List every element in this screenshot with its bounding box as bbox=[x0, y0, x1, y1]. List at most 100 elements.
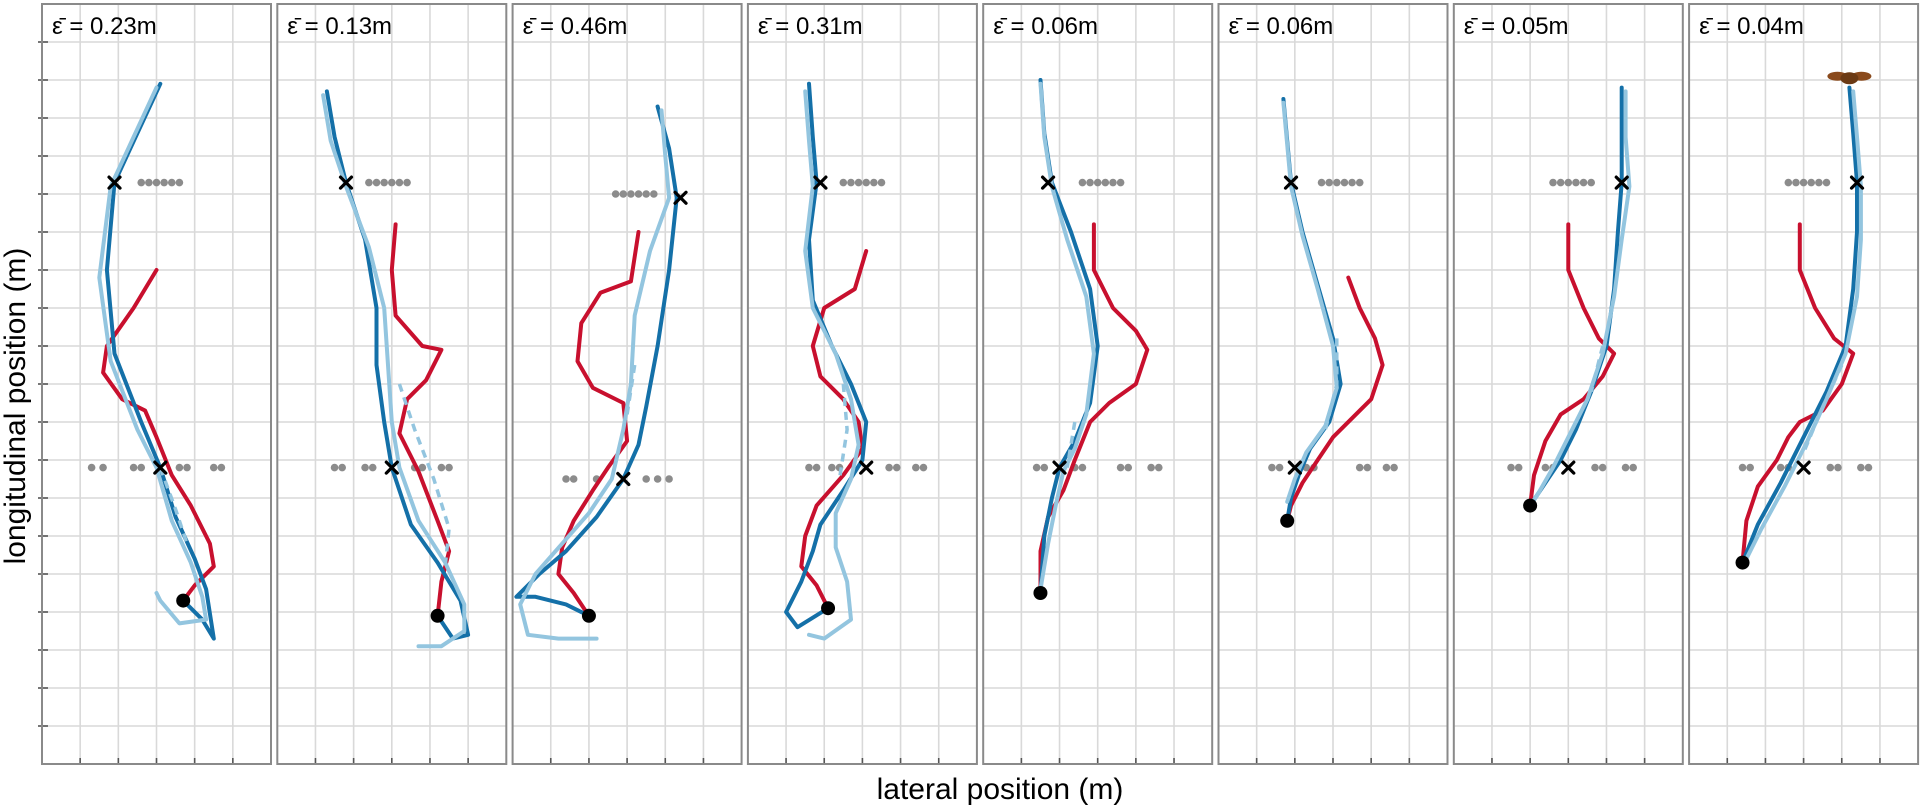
light-blue-dashed-trajectory bbox=[397, 383, 451, 567]
panel-7: ε̄ = 0.05m bbox=[1452, 3, 1684, 765]
cone-marker bbox=[1116, 178, 1125, 187]
red-trajectory bbox=[799, 249, 869, 611]
cone-marker bbox=[1348, 178, 1356, 187]
cone-marker bbox=[1382, 463, 1391, 472]
cone-marker bbox=[145, 178, 153, 187]
cone-marker bbox=[1776, 463, 1785, 472]
cone-marker bbox=[1834, 463, 1842, 472]
panel-8: ε̄ = 0.04m bbox=[1688, 3, 1920, 765]
cone-marker bbox=[828, 463, 836, 472]
red-trajectory bbox=[1528, 222, 1617, 508]
cone-marker bbox=[403, 178, 411, 187]
dark-blue-trajectory bbox=[784, 81, 869, 630]
light-blue-dashed-trajectory bbox=[1065, 421, 1077, 468]
cone-marker bbox=[847, 178, 855, 187]
cone-marker bbox=[653, 475, 662, 483]
light-blue-dashed-trajectory bbox=[158, 466, 189, 545]
panel-error-label: ε̄ = 0.05m bbox=[1464, 13, 1569, 40]
cone-marker bbox=[183, 463, 191, 472]
panel-error-label: ε̄ = 0.31m bbox=[758, 13, 863, 40]
panel-6: ε̄ = 0.06m bbox=[1217, 3, 1449, 765]
cone-marker bbox=[1116, 463, 1125, 472]
cone-marker bbox=[854, 178, 863, 187]
dark-blue-trajectory bbox=[1528, 85, 1624, 508]
cross-marker bbox=[616, 471, 631, 487]
cone-marker bbox=[1784, 178, 1793, 187]
cone-marker bbox=[1621, 463, 1630, 472]
cone-marker bbox=[1598, 463, 1607, 472]
panels-group: ε̄ = 0.23m ε̄ = 0.13m ε̄ = 0.46m ε̄ = 0.31m… bbox=[38, 3, 1920, 765]
cone-marker bbox=[1629, 463, 1637, 472]
cross-marker bbox=[384, 460, 399, 475]
light-blue-trajectory bbox=[1281, 100, 1339, 504]
light-blue-trajectory bbox=[1528, 89, 1632, 508]
cone-marker bbox=[1355, 463, 1364, 472]
cone-marker bbox=[1541, 463, 1550, 472]
cross-marker bbox=[813, 175, 828, 190]
cone-marker bbox=[611, 190, 620, 198]
light-blue-dashed-trajectory bbox=[1323, 338, 1339, 431]
cone-marker bbox=[175, 178, 184, 187]
cone-marker bbox=[877, 178, 886, 187]
panel-border bbox=[1452, 3, 1684, 765]
cone-marker bbox=[1822, 178, 1831, 187]
cross-marker bbox=[107, 175, 122, 190]
light-blue-trajectory bbox=[518, 108, 672, 641]
cone-marker bbox=[167, 178, 176, 187]
light-blue-trajectory bbox=[97, 85, 209, 626]
start-point bbox=[821, 601, 836, 616]
cone-marker bbox=[99, 463, 107, 472]
cone-marker bbox=[361, 463, 369, 472]
cone-marker bbox=[1109, 178, 1117, 187]
red-trajectory bbox=[556, 230, 641, 618]
x-axis-label: lateral position (m) bbox=[876, 773, 1124, 806]
cone-marker bbox=[862, 178, 871, 187]
cone-marker bbox=[1738, 463, 1747, 472]
cone-marker bbox=[619, 190, 628, 198]
cone-marker bbox=[365, 178, 373, 187]
cone-marker bbox=[137, 178, 146, 187]
cone-marker bbox=[1154, 463, 1163, 472]
panel-error-label: ε̄ = 0.06m bbox=[1229, 13, 1334, 40]
hovering-drone-icon bbox=[1827, 71, 1872, 85]
cone-marker bbox=[137, 463, 146, 472]
cone-marker bbox=[1792, 178, 1800, 187]
cross-marker bbox=[338, 175, 354, 190]
cone-marker bbox=[1807, 178, 1816, 187]
cone-marker bbox=[380, 178, 388, 187]
cone-marker bbox=[665, 475, 673, 483]
cross-marker bbox=[1052, 460, 1067, 475]
cross-marker bbox=[859, 460, 874, 475]
cross-marker bbox=[1796, 460, 1811, 475]
cone-marker bbox=[1101, 178, 1110, 187]
cross-marker bbox=[1040, 175, 1056, 190]
cone-marker bbox=[1507, 463, 1515, 472]
cone-marker bbox=[1564, 178, 1573, 187]
cone-marker bbox=[642, 475, 650, 483]
cone-marker bbox=[175, 463, 184, 472]
cone-marker bbox=[1333, 178, 1341, 187]
cone-marker bbox=[642, 190, 650, 198]
panel-border bbox=[746, 3, 978, 765]
cone-marker bbox=[395, 178, 404, 187]
start-point bbox=[581, 608, 596, 623]
cone-marker bbox=[129, 463, 138, 472]
start-point bbox=[1033, 586, 1048, 600]
light-blue-dashed-trajectory bbox=[1589, 345, 1605, 393]
cone-marker bbox=[562, 475, 570, 483]
panel-border bbox=[41, 3, 272, 765]
cone-marker bbox=[372, 178, 381, 187]
light-blue-trajectory bbox=[1744, 89, 1863, 561]
cross-marker bbox=[673, 190, 688, 205]
cone-marker bbox=[418, 463, 427, 472]
cone-marker bbox=[912, 463, 920, 472]
cone-marker bbox=[217, 463, 226, 472]
cone-marker bbox=[87, 463, 96, 472]
cone-marker bbox=[1363, 463, 1372, 472]
cone-marker bbox=[338, 463, 346, 472]
cone-marker bbox=[1579, 178, 1588, 187]
cone-marker bbox=[1746, 463, 1754, 472]
cone-marker bbox=[209, 463, 218, 472]
cone-marker bbox=[1572, 178, 1580, 187]
cone-marker bbox=[160, 178, 168, 187]
